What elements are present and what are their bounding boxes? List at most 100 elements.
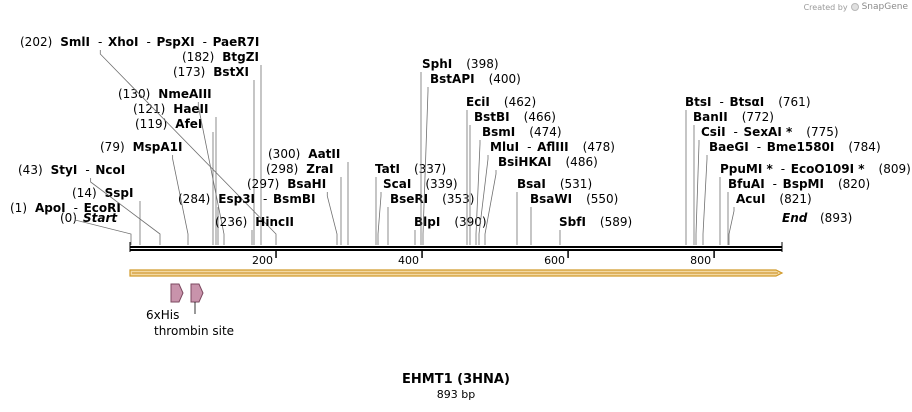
enzyme-label-mlui: MluI (490, 140, 519, 154)
enzyme-label-bsai: BsaI (517, 177, 546, 191)
tick-label-400: 400 (398, 254, 419, 267)
enzyme-bstxi-position: (173) (173, 65, 205, 79)
enzyme-label-scai: ScaI (383, 177, 411, 191)
enzyme-label-apoi: ApoI (35, 201, 66, 215)
enzyme-bseri-position: (353) (442, 192, 474, 206)
enzyme-mspa1i-cut-line (172, 155, 189, 245)
enzyme-scai-position: (339) (425, 177, 457, 191)
enzyme-sspi-position: (14) (72, 186, 97, 200)
enzyme-label-sphi: SphI (422, 57, 452, 71)
start-label: Start (83, 211, 118, 225)
enzyme-bfuai-position: (820) (838, 177, 870, 191)
enzyme-afei-position: (119) (135, 117, 167, 131)
enzyme-ppumi-position: (809) (879, 162, 911, 176)
enzyme-esp3i-position: (284) (178, 192, 210, 206)
enzyme-csii-cut-line (695, 140, 700, 245)
enzyme-label-smli: SmlI (60, 35, 90, 49)
enzyme-sbfi-position: (589) (600, 215, 632, 229)
tick-label-200: 200 (252, 254, 273, 267)
enzyme-bsihkai-position: (486) (566, 155, 598, 169)
enzyme-bsmi-cut-line (475, 140, 481, 245)
enzyme-mlui-position: (478) (583, 140, 615, 154)
enzyme-bstapi-cut-line (422, 87, 429, 245)
enzyme-label-ecoo109i: EcoO109I * (791, 162, 865, 176)
backbone-bottom-strand (130, 249, 782, 251)
feature-arrow-6xhis (170, 283, 184, 303)
enzyme-smli-cut-line (99, 50, 277, 245)
enzyme-label-btgzi: BtgZI (222, 50, 259, 64)
enzyme-acui-position: (821) (779, 192, 811, 206)
enzyme-bstapi-position: (400) (489, 72, 521, 86)
credit-brand: SnapGene (861, 2, 908, 12)
enzyme-label-mspa1i: MspA1I (133, 140, 183, 154)
enzyme-label-bstbi: BstBI (474, 110, 510, 124)
enzyme-acui-cut-line (728, 207, 735, 245)
enzyme-label-bseri: BseRI (390, 192, 428, 206)
enzyme-label-bstapi: BstAPI (430, 72, 475, 86)
enzyme-apoi-separator-1: - (74, 201, 78, 215)
feature-label-6xhis: 6xHis (146, 308, 179, 322)
enzyme-bsihkai-cut-line (484, 170, 497, 245)
enzyme-bsawi-position: (550) (586, 192, 618, 206)
enzyme-scai-cut-line (377, 192, 382, 245)
enzyme-smli-separator-2: - (147, 35, 151, 49)
enzyme-label-btsαi: BtsαI (730, 95, 765, 109)
enzyme-smli-position: (202) (20, 35, 52, 49)
enzyme-aatii-position: (300) (268, 147, 300, 161)
enzyme-label-bspmi: BspMI (783, 177, 824, 191)
enzyme-apoi-cut-line (74, 216, 132, 245)
tick-label-800: 800 (690, 254, 711, 267)
enzyme-baegi-separator-1: - (757, 140, 761, 154)
backbone-top-strand (130, 246, 782, 248)
enzyme-tati-position: (337) (414, 162, 446, 176)
enzyme-zrai-position: (298) (266, 162, 298, 176)
enzyme-label-afliii: AflIII (537, 140, 569, 154)
enzyme-label-pspxi: PspXI (157, 35, 195, 49)
end-position: (893) (820, 211, 852, 225)
enzyme-label-nmeaiii: NmeAIII (158, 87, 211, 101)
credit-text: Created by (803, 2, 848, 12)
enzyme-label-bstxi: BstXI (213, 65, 249, 79)
enzyme-esp3i-separator-1: - (263, 192, 267, 206)
enzyme-label-sbfi: SbfI (559, 215, 586, 229)
enzyme-label-paer7i: PaeR7I (213, 35, 260, 49)
enzyme-label-btsi: BtsI (685, 95, 712, 109)
enzyme-bsahi-cut-line (326, 192, 338, 245)
enzyme-bsmi-position: (474) (529, 125, 561, 139)
enzyme-ecii-position: (462) (504, 95, 536, 109)
start-position: (0) (60, 211, 77, 225)
enzyme-bsai-position: (531) (560, 177, 592, 191)
enzyme-nmeaiii-cut-line (197, 102, 225, 245)
enzyme-label-xhoi: XhoI (108, 35, 139, 49)
enzyme-bsahi-position: (297) (247, 177, 279, 191)
enzyme-ppumi-separator-1: - (781, 162, 785, 176)
end-label: End (782, 211, 808, 225)
enzyme-baegi-position: (784) (848, 140, 880, 154)
enzyme-label-bme1580i: Bme1580I (767, 140, 835, 154)
enzyme-styi-position: (43) (18, 163, 43, 177)
enzyme-label-afei: AfeI (175, 117, 202, 131)
enzyme-bfuai-separator-1: - (773, 177, 777, 191)
enzyme-btsi-separator-1: - (720, 95, 724, 109)
enzyme-styi-separator-1: - (85, 163, 89, 177)
enzyme-baegi-cut-line (702, 155, 708, 245)
enzyme-banii-position: (772) (742, 110, 774, 124)
enzyme-label-baegi: BaeGI (709, 140, 749, 154)
snapgene-logo-icon (850, 3, 859, 11)
snapgene-credit: Created by SnapGene (804, 2, 908, 12)
enzyme-label-ncoi: NcoI (95, 163, 125, 177)
enzyme-mspa1i-position: (79) (100, 140, 125, 154)
feature-label-thrombin-site: thrombin site (154, 324, 234, 338)
map-title: EHMT1 (3HNA) (402, 372, 510, 387)
enzyme-label-csii: CsiI (701, 125, 726, 139)
enzyme-bstbi-position: (466) (524, 110, 556, 124)
enzyme-label-bsawi: BsaWI (530, 192, 572, 206)
enzyme-btgzi-position: (182) (182, 50, 214, 64)
enzyme-label-hincii: HincII (255, 215, 294, 229)
enzyme-label-bsahi: BsaHI (287, 177, 326, 191)
map-length: 893 bp (436, 388, 476, 401)
enzyme-label-sspi: SspI (105, 186, 134, 200)
map-title-block: EHMT1 (3HNA) 893 bp (0, 372, 912, 401)
tick-label-600: 600 (544, 254, 565, 267)
